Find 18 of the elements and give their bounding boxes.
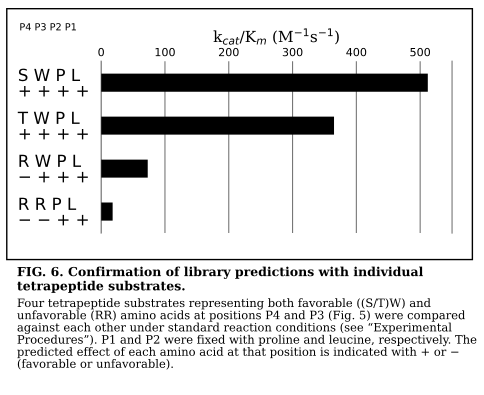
x-tick-label: 0 (98, 48, 104, 56)
x-tick-label: 300 (282, 48, 302, 56)
y-tick-label: S W P L + + + + (18, 68, 88, 96)
text: P4 P3 P2 P1 (20, 23, 76, 30)
text: Four tetrapeptide substrates representing both favorable ((S/T)W) and unfavorable (RR) amino acids at positions P4 and P3 (Fig. 5) were compared against each other under standard reaction conditions (see “Experimental Procedures”). P1 and P2 were fixed with proline and leucine, respectively. The predicted effect of each amino acid at that position is indicated with + or − (favorable or unfavorable). (17, 298, 476, 370)
bar (101, 116, 334, 135)
text: FIG. 6. Confirmation of library predictions with individual tetrapeptide substrates. (17, 266, 424, 293)
bar (101, 74, 428, 92)
bar (101, 202, 113, 221)
y-tick-label: T W P L + + + + (18, 112, 88, 140)
x-tick-label: 200 (218, 48, 239, 56)
bar (101, 160, 148, 178)
text: k$_{cat}$/K$_{m}$ (M$^{−1}$s$^{−1}$) (214, 28, 339, 45)
y-tick-label: R W P L − + + + (19, 154, 88, 182)
x-tick-label: 500 (410, 48, 430, 56)
y-tick-label: R R P L − − + + (19, 198, 88, 226)
x-tick-label: 100 (156, 48, 175, 56)
x-tick-label: 400 (346, 48, 366, 56)
